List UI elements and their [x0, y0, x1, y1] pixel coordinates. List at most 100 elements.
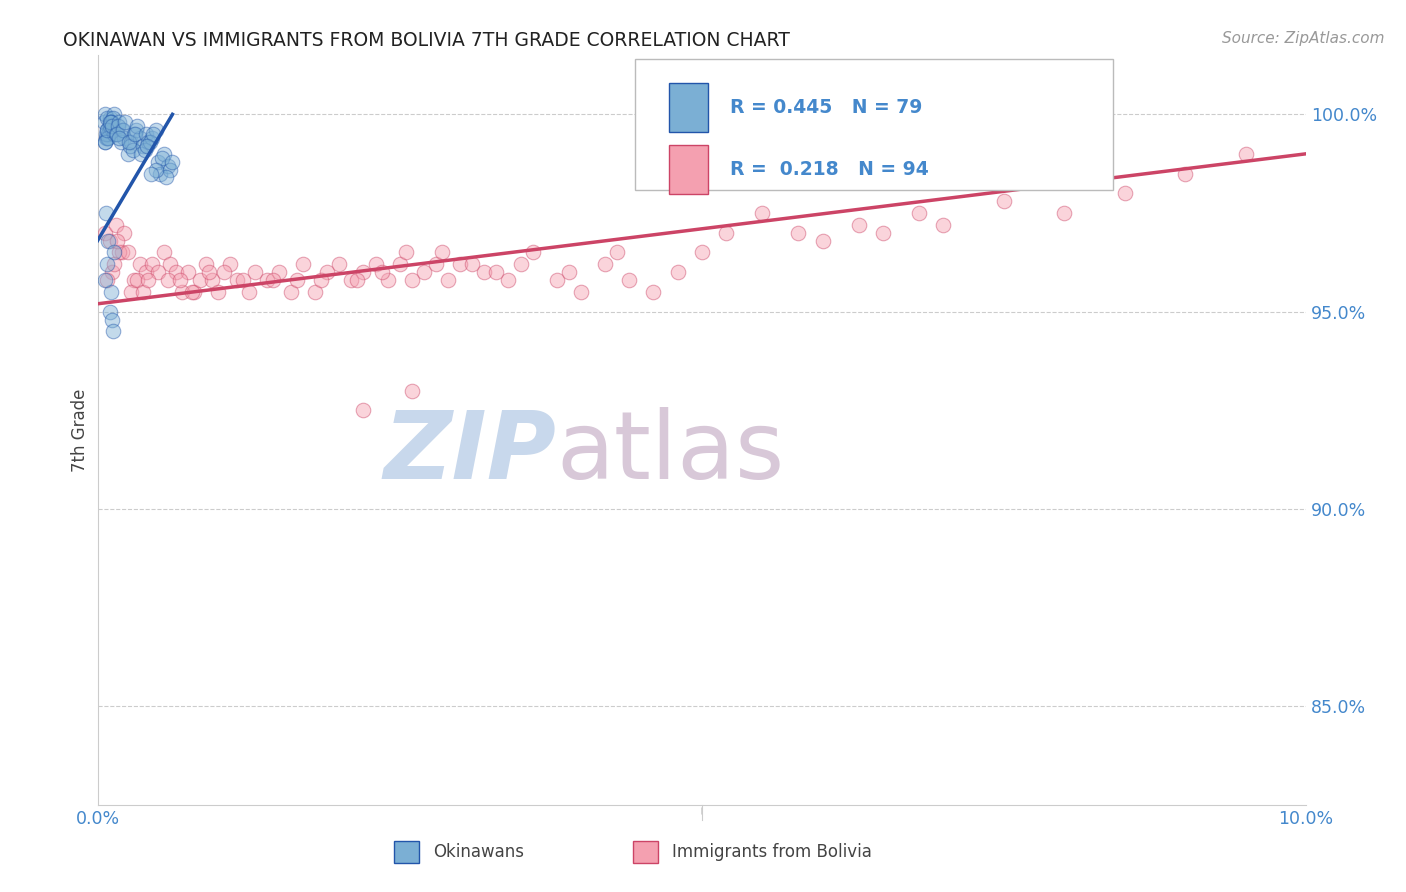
Point: [100, 285, 122, 299]
Point: [238, 285, 260, 299]
Point: [103, 112, 125, 126]
Point: [256, 273, 278, 287]
Point: [94, 273, 117, 287]
Point: [262, 273, 284, 287]
Point: [377, 273, 399, 287]
Point: [292, 257, 315, 271]
Point: [153, 245, 176, 260]
Point: [128, 131, 150, 145]
Point: [146, 265, 169, 279]
Point: [118, 135, 141, 149]
Point: [111, 123, 134, 137]
Text: Okinawans: Okinawans: [433, 843, 524, 862]
Point: [593, 257, 616, 271]
Point: [606, 245, 628, 260]
Point: [141, 257, 163, 271]
Point: [112, 226, 135, 240]
Point: [811, 234, 834, 248]
Point: [472, 265, 495, 279]
Point: [121, 143, 143, 157]
Point: [430, 245, 453, 260]
Point: [104, 218, 127, 232]
Point: [201, 273, 224, 287]
Point: [150, 151, 173, 165]
Point: [117, 245, 139, 260]
Point: [98, 115, 121, 129]
Point: [316, 265, 339, 279]
Point: [395, 245, 418, 260]
Point: [103, 257, 125, 271]
Point: [142, 127, 165, 141]
Point: [156, 159, 179, 173]
Text: OKINAWAN VS IMMIGRANTS FROM BOLIVIA 7TH GRADE CORRELATION CHART: OKINAWAN VS IMMIGRANTS FROM BOLIVIA 7TH …: [63, 31, 790, 50]
Point: [134, 143, 156, 157]
Point: [103, 245, 125, 260]
Point: [643, 285, 665, 299]
Point: [1174, 167, 1197, 181]
Point: [97, 131, 120, 145]
Point: [243, 265, 266, 279]
Point: [129, 146, 152, 161]
Point: [120, 139, 142, 153]
Point: [94, 131, 117, 145]
Point: [122, 127, 145, 141]
FancyBboxPatch shape: [669, 145, 707, 194]
Point: [1234, 146, 1257, 161]
Point: [105, 127, 128, 141]
Point: [94, 127, 117, 141]
Point: [195, 257, 218, 271]
Point: [165, 265, 187, 279]
FancyBboxPatch shape: [636, 59, 1112, 190]
Point: [169, 273, 191, 287]
Point: [96, 131, 118, 145]
Point: [370, 265, 392, 279]
Point: [96, 273, 118, 287]
Point: [100, 115, 122, 129]
Point: [105, 234, 128, 248]
Text: R =  0.218   N = 94: R = 0.218 N = 94: [730, 160, 928, 179]
Point: [94, 226, 117, 240]
Point: [225, 273, 247, 287]
Text: Immigrants from Bolivia: Immigrants from Bolivia: [672, 843, 872, 862]
Point: [285, 273, 308, 287]
Point: [96, 257, 118, 271]
Point: [112, 131, 135, 145]
Point: [98, 112, 121, 126]
Point: [156, 273, 179, 287]
Point: [340, 273, 363, 287]
Point: [100, 115, 122, 129]
Point: [96, 123, 118, 137]
Point: [522, 245, 544, 260]
Point: [149, 167, 172, 181]
Point: [619, 273, 641, 287]
Point: [108, 115, 131, 129]
Point: [94, 107, 117, 121]
Point: [401, 384, 423, 398]
Point: [437, 273, 460, 287]
Point: [124, 127, 146, 141]
Point: [100, 115, 122, 129]
Point: [304, 285, 326, 299]
Point: [388, 257, 411, 271]
Point: [153, 146, 176, 161]
Point: [135, 265, 157, 279]
Point: [352, 265, 374, 279]
Point: [546, 273, 568, 287]
Point: [108, 245, 131, 260]
Point: [101, 312, 124, 326]
Point: [97, 127, 120, 141]
Point: [159, 162, 181, 177]
Point: [219, 257, 242, 271]
Point: [103, 325, 125, 339]
Point: [94, 206, 117, 220]
Point: [932, 218, 955, 232]
Point: [132, 139, 155, 153]
Point: [110, 135, 132, 149]
Point: [98, 119, 121, 133]
Point: [139, 167, 162, 181]
Point: [412, 265, 434, 279]
Point: [690, 245, 713, 260]
Point: [232, 273, 254, 287]
Point: [872, 226, 894, 240]
Point: [197, 265, 219, 279]
